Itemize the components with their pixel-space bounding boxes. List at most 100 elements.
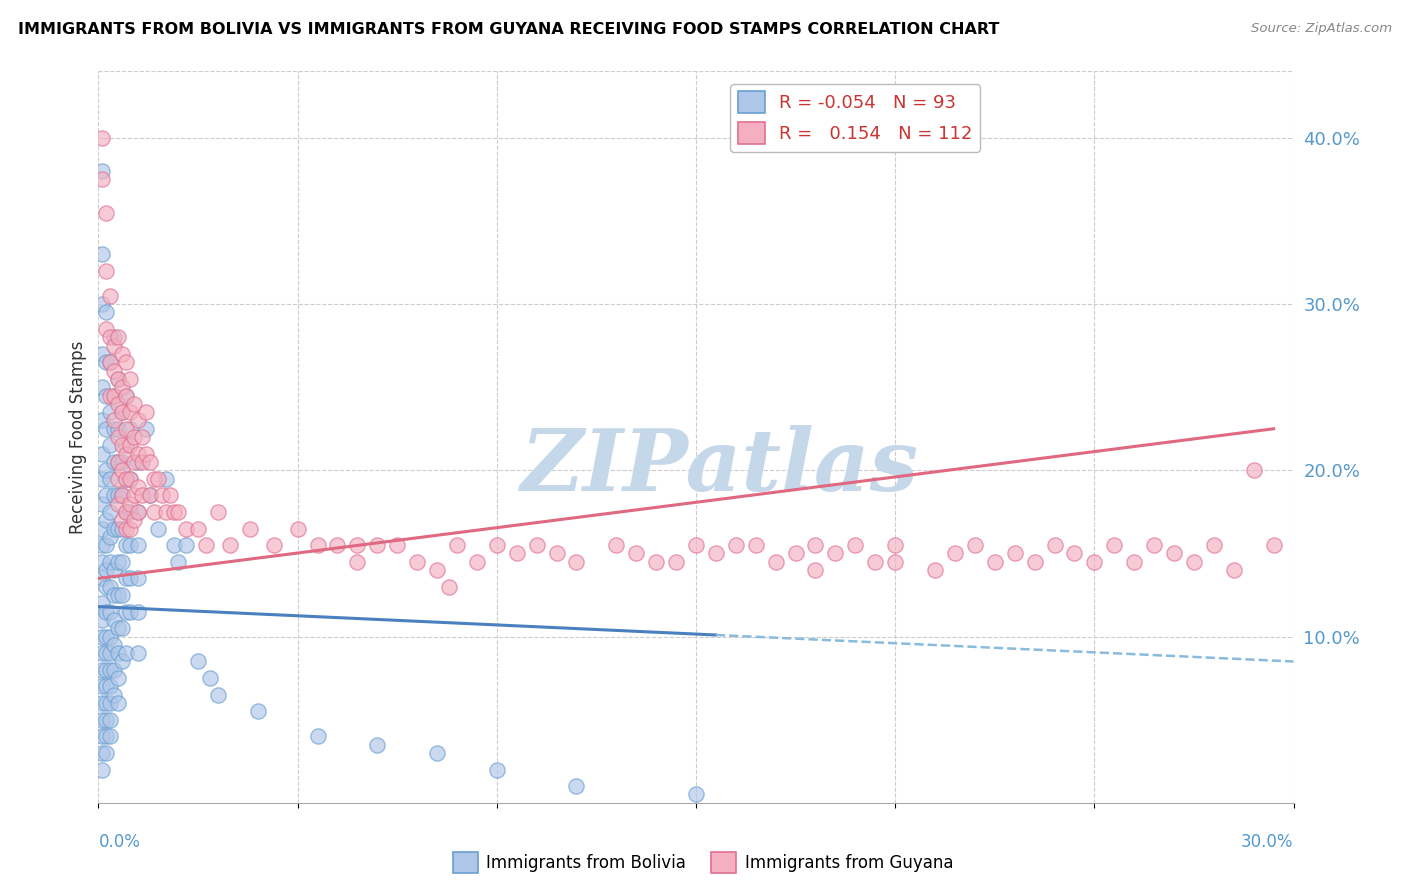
Point [111, 621, 134, 635]
Point [127, 538, 149, 552]
Point [96, 713, 118, 727]
Point [103, 363, 125, 377]
Point [98, 713, 122, 727]
Point [124, 430, 146, 444]
Point [98, 505, 122, 519]
Point [127, 505, 149, 519]
Point [91, 713, 114, 727]
Point [96, 538, 118, 552]
Point [107, 646, 129, 660]
Point [96, 680, 118, 694]
Point [1182, 555, 1205, 569]
Legend: R = -0.054   N = 93, R =   0.154   N = 112: R = -0.054 N = 93, R = 0.154 N = 112 [730, 84, 980, 152]
Point [174, 521, 197, 535]
Point [91, 555, 114, 569]
Point [287, 521, 309, 535]
Point [207, 505, 229, 519]
Point [120, 505, 142, 519]
Point [107, 497, 129, 511]
Point [1143, 538, 1166, 552]
Point [98, 680, 122, 694]
Point [96, 264, 118, 278]
Point [111, 438, 134, 452]
Point [103, 455, 125, 469]
Point [103, 613, 125, 627]
Point [115, 472, 138, 486]
Point [565, 779, 588, 793]
Point [824, 546, 846, 560]
Point [91, 680, 114, 694]
Point [246, 705, 269, 719]
Point [111, 488, 134, 502]
Point [426, 563, 449, 577]
Point [1043, 538, 1066, 552]
Point [107, 455, 129, 469]
Point [120, 372, 142, 386]
Point [103, 521, 125, 535]
Point [485, 763, 508, 777]
Point [131, 430, 153, 444]
Point [844, 538, 866, 552]
Point [91, 347, 114, 361]
Point [96, 696, 118, 710]
Point [111, 521, 134, 535]
Point [704, 546, 727, 560]
Point [115, 571, 138, 585]
Point [115, 355, 138, 369]
Point [131, 488, 153, 502]
Point [107, 588, 129, 602]
Point [124, 455, 146, 469]
Point [96, 463, 118, 477]
Point [1063, 546, 1085, 560]
Point [1123, 555, 1146, 569]
Point [115, 505, 138, 519]
Point [1263, 538, 1285, 552]
Point [120, 438, 142, 452]
Point [127, 455, 149, 469]
Point [98, 580, 122, 594]
Point [96, 729, 118, 743]
Text: 0.0%: 0.0% [98, 833, 141, 851]
Point [884, 555, 907, 569]
Point [111, 488, 134, 502]
Point [107, 330, 129, 344]
Point [120, 538, 142, 552]
Point [103, 638, 125, 652]
Point [124, 397, 146, 411]
Point [103, 563, 125, 577]
Point [96, 205, 118, 219]
Point [884, 538, 907, 552]
Point [98, 438, 122, 452]
Point [263, 538, 285, 552]
Point [111, 463, 134, 477]
Point [91, 696, 114, 710]
Point [111, 513, 134, 527]
Point [107, 488, 129, 502]
Point [107, 430, 129, 444]
Point [465, 555, 488, 569]
Point [984, 555, 1007, 569]
Point [98, 289, 122, 303]
Text: IMMIGRANTS FROM BOLIVIA VS IMMIGRANTS FROM GUYANA RECEIVING FOOD STAMPS CORRELAT: IMMIGRANTS FROM BOLIVIA VS IMMIGRANTS FR… [18, 22, 1000, 37]
Point [605, 538, 627, 552]
Point [91, 297, 114, 311]
Point [91, 164, 114, 178]
Point [745, 538, 768, 552]
Point [98, 530, 122, 544]
Point [485, 538, 508, 552]
Point [307, 538, 329, 552]
Point [107, 472, 129, 486]
Point [111, 380, 134, 394]
Point [96, 513, 118, 527]
Y-axis label: Receiving Food Stamps: Receiving Food Stamps [69, 341, 87, 533]
Point [98, 696, 122, 710]
Point [103, 688, 125, 702]
Point [148, 472, 170, 486]
Point [127, 646, 149, 660]
Point [115, 505, 138, 519]
Point [120, 472, 142, 486]
Point [167, 555, 190, 569]
Point [1004, 546, 1026, 560]
Point [159, 488, 181, 502]
Point [96, 488, 118, 502]
